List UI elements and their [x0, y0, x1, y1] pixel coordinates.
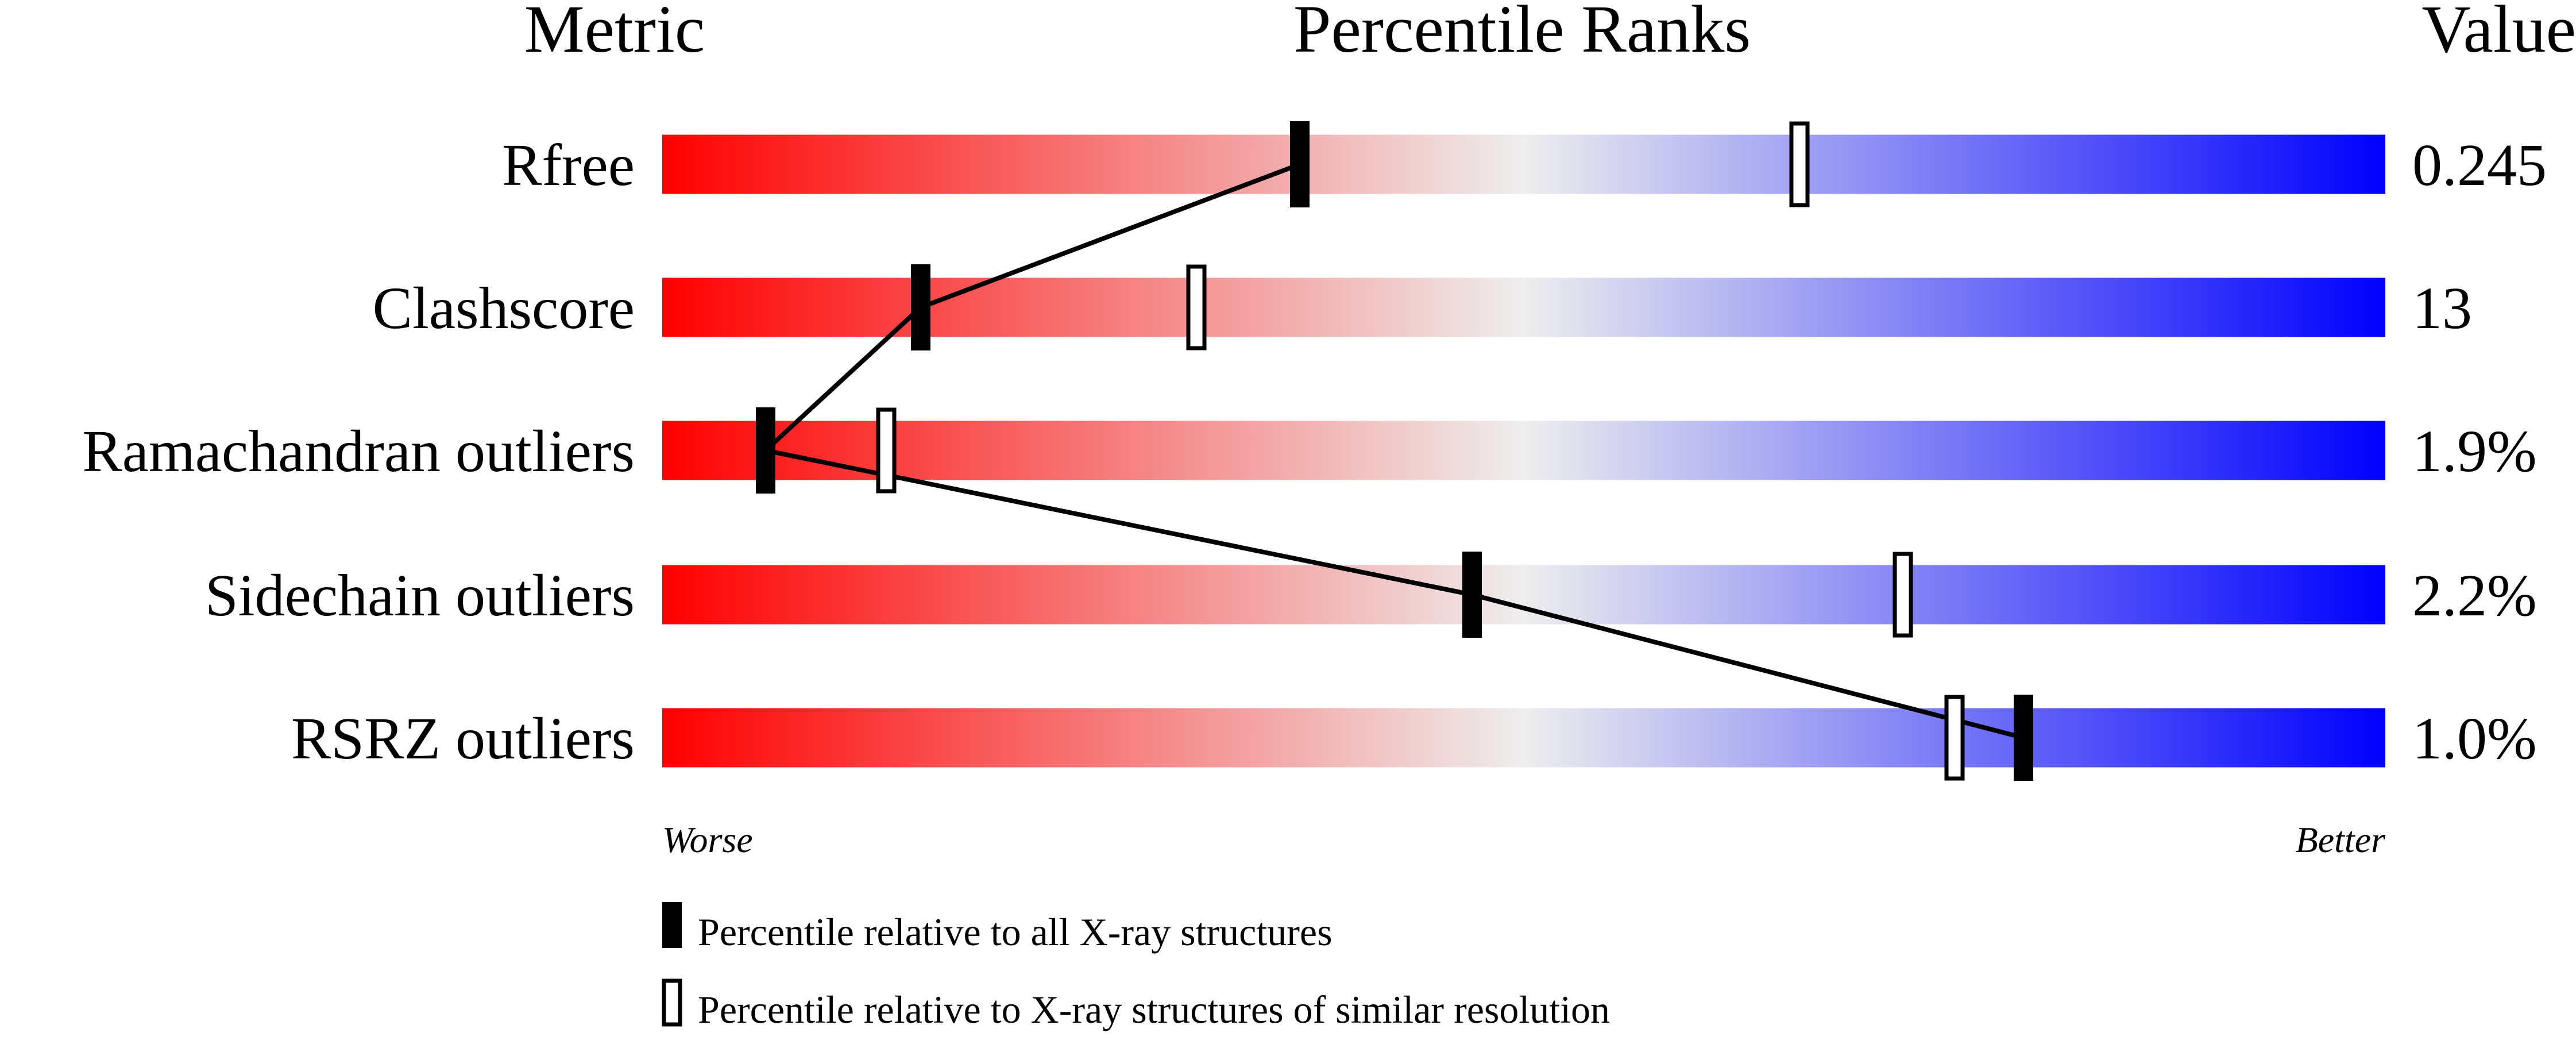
header-value: Value [2421, 0, 2576, 67]
percentile-bar [662, 421, 2385, 480]
percentile-bar [662, 565, 2385, 625]
metric-label: Sidechain outliers [205, 562, 635, 629]
header-metric: Metric [524, 0, 705, 67]
legend-all: Percentile relative to all X-ray structu… [698, 910, 1333, 954]
marker-all-structures [1290, 121, 1310, 207]
marker-all-structures [756, 407, 775, 494]
marker-similar-resolution [1789, 121, 1810, 207]
metric-value: 13 [2412, 275, 2472, 341]
marker-similar-resolution [1893, 552, 1913, 638]
metric-label: Ramachandran outliers [82, 418, 635, 484]
metric-label: Clashscore [373, 275, 635, 341]
marker-all-structures [1462, 552, 1482, 638]
marker-all-structures [2014, 695, 2033, 781]
header-percentile-ranks: Percentile Ranks [1293, 0, 1751, 67]
metric-value: 1.9% [2412, 418, 2537, 484]
marker-similar-resolution [1944, 695, 1965, 781]
legend-similar: Percentile relative to X-ray structures … [698, 988, 1610, 1031]
marker-all-structures [911, 264, 930, 350]
legend-open-marker-icon [662, 978, 682, 1027]
axis-label-better: Better [2296, 819, 2386, 860]
metric-value: 0.245 [2412, 132, 2547, 198]
percentile-bar [662, 134, 2385, 194]
marker-similar-resolution [1186, 264, 1207, 350]
percentile-bar [662, 708, 2385, 768]
metric-value: 2.2% [2412, 562, 2537, 629]
marker-similar-resolution [876, 407, 897, 494]
metric-label: Rfree [502, 132, 635, 198]
legend-filled-marker-icon [662, 902, 682, 948]
metric-value: 1.0% [2412, 706, 2537, 772]
metric-label: RSRZ outliers [291, 706, 635, 772]
percentile-bar [662, 278, 2385, 337]
axis-label-worse: Worse [662, 819, 753, 860]
